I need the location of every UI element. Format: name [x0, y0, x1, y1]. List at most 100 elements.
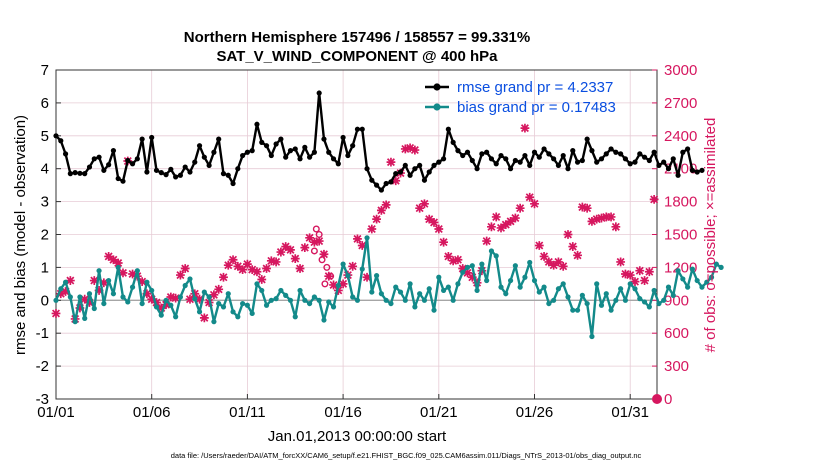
rmse-point — [158, 170, 164, 176]
rmse-point — [464, 149, 471, 155]
obs-assimilated-marker — [286, 245, 295, 255]
rmse-point — [369, 177, 375, 183]
rmse-point — [445, 126, 451, 132]
bias-point — [503, 291, 509, 297]
obs-assimilated-marker — [376, 205, 386, 215]
rmse-point — [450, 139, 456, 145]
rmse-point — [670, 156, 676, 162]
bias-point — [91, 305, 97, 312]
rmse-point — [134, 156, 140, 162]
bias-point — [464, 264, 471, 270]
obs-assimilated-marker — [491, 212, 501, 222]
bias-point — [675, 268, 681, 274]
bias-point — [546, 300, 552, 307]
bias-point — [82, 315, 88, 321]
bias-point — [450, 297, 456, 303]
bias-point — [594, 281, 600, 287]
rmse-point — [67, 171, 73, 177]
bias-point — [263, 302, 270, 308]
rmse-point — [560, 152, 566, 159]
obs-assimilated-marker — [649, 195, 659, 204]
obs-assimilated-marker — [152, 298, 161, 307]
y-tick-label-left: -1 — [36, 325, 49, 342]
rmse-point — [488, 156, 495, 162]
obs-assimilated-marker — [300, 243, 310, 253]
bias-point — [584, 300, 590, 307]
bias-point — [484, 277, 490, 284]
rmse-point — [517, 159, 523, 165]
obs-assimilated-marker — [276, 247, 286, 257]
bias-point — [670, 292, 676, 298]
obs-assimilated-marker — [228, 255, 238, 265]
obs-assimilated-marker — [386, 157, 396, 167]
rmse-point — [254, 121, 260, 127]
rmse-point — [311, 149, 317, 155]
bias-point — [369, 289, 375, 295]
bias-point — [307, 300, 313, 307]
bias-point — [53, 297, 59, 303]
rmse-point — [584, 136, 590, 142]
rmse-point — [551, 156, 557, 162]
obs-assimilated-marker — [104, 252, 114, 261]
x-tick-label: 01/21 — [420, 404, 458, 421]
rmse-point — [268, 152, 274, 159]
rmse-point — [460, 152, 466, 159]
footnote: data file: /Users/raeder/DAI/ATM_forcXX/… — [171, 451, 642, 460]
rmse-point — [115, 175, 121, 182]
legend-marker-rmse — [433, 83, 441, 91]
rmse-point — [646, 157, 652, 164]
bias-point — [62, 279, 69, 285]
obs-assimilated-marker — [166, 292, 176, 302]
bias-point — [527, 259, 533, 266]
obs-assimilated-marker — [99, 278, 109, 288]
rmse-point — [91, 156, 97, 162]
rmse-point — [694, 169, 700, 175]
bias-point — [201, 289, 207, 295]
rmse-point — [570, 148, 576, 154]
obs-assimilated-marker — [252, 267, 262, 277]
obs-assimilated-marker — [410, 145, 420, 155]
bias-point — [512, 263, 518, 269]
obs-assimilated-marker — [357, 241, 367, 250]
bias-point — [273, 296, 279, 302]
obs-assimilated-marker — [463, 268, 472, 278]
rmse-point — [402, 162, 408, 169]
bias-point — [460, 269, 466, 275]
rmse-point — [302, 144, 308, 150]
obs-assimilated-marker — [420, 199, 429, 209]
bias-point — [330, 304, 337, 310]
x-tick-label: 01/06 — [133, 404, 171, 421]
bias-point — [254, 281, 260, 287]
y-axis-label-right: # of obs: o=possible; ×=assimilated — [702, 118, 719, 353]
rmse-point — [220, 171, 227, 177]
obs-assimilated-marker — [530, 199, 539, 209]
bias-point — [115, 264, 121, 270]
obs-assimilated-marker — [109, 255, 118, 265]
bias-point — [144, 279, 150, 285]
obs-assimilated-marker — [195, 294, 204, 304]
bias-point — [565, 294, 571, 300]
bias-point — [680, 276, 686, 282]
y-axis-label-left: rmse and bias (model - observation) — [12, 115, 29, 355]
bias-point — [560, 281, 566, 287]
bias-point — [187, 276, 193, 282]
x-tick-label: 01/01 — [37, 404, 75, 421]
rmse-point — [383, 180, 389, 187]
bias-point — [134, 268, 140, 274]
obs-assimilated-marker — [635, 266, 645, 276]
obs-assimilated-marker — [257, 275, 267, 284]
bias-point — [101, 300, 107, 307]
ticks: -3 0 -2 300 -1 600 0 900 1 1200 2 1500 3 1800 4 2100 5 24… — [36, 62, 698, 421]
obs-assimilated-marker — [338, 279, 348, 289]
rmse-point — [359, 126, 365, 132]
rmse-point — [412, 166, 418, 172]
obs-assimilated-marker — [247, 265, 257, 274]
bias-point — [632, 286, 638, 292]
legend-label-rmse: rmse grand pr = 4.2337 — [457, 79, 613, 96]
obs-assimilated-marker — [391, 176, 401, 186]
bias-point — [168, 302, 174, 308]
bias-point — [622, 297, 629, 303]
x-tick-label: 01/26 — [516, 404, 554, 421]
obs-assimilated-marker — [448, 256, 458, 266]
